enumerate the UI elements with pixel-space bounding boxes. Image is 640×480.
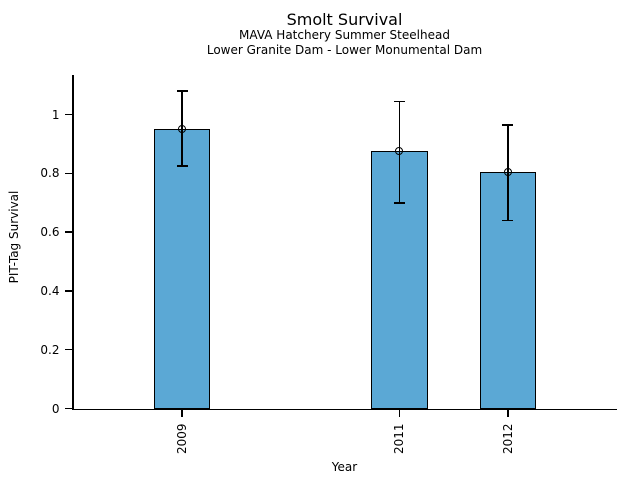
error-cap-top	[393, 100, 405, 103]
chart-subtitle-line1: MAVA Hatchery Summer Steelhead	[239, 28, 450, 42]
y-tick	[65, 407, 72, 410]
point-marker	[503, 167, 512, 176]
y-tick	[65, 113, 72, 116]
x-axis-label: Year	[331, 460, 358, 474]
error-cap-bottom	[176, 165, 188, 167]
y-axis-line	[72, 75, 74, 410]
y-tick	[65, 348, 72, 351]
y-tick	[65, 290, 72, 292]
chart-subtitle-line2: Lower Granite Dam - Lower Monumental Dam	[206, 43, 483, 57]
x-tick-label: 2009	[175, 423, 190, 454]
error-cap-bottom	[502, 219, 514, 222]
x-axis-line	[72, 408, 617, 410]
y-tick-label: 1	[51, 107, 60, 122]
bar-2009	[153, 129, 211, 410]
y-tick	[65, 172, 72, 175]
error-cap-bottom	[393, 202, 405, 204]
point-marker	[395, 147, 404, 156]
x-tick	[507, 410, 509, 417]
y-tick-label: 0.4	[40, 283, 60, 298]
error-cap-top	[502, 124, 514, 126]
x-tick	[181, 410, 183, 417]
error-cap-top	[176, 90, 188, 92]
y-tick-label: 0.8	[40, 166, 60, 181]
x-tick-label: 2011	[392, 423, 407, 454]
point-marker	[178, 125, 187, 134]
y-tick-label: 0	[51, 401, 60, 416]
x-tick-label: 2012	[500, 423, 515, 454]
chart-title: Smolt Survival	[286, 10, 403, 29]
x-tick	[398, 410, 401, 417]
y-tick-label: 0.2	[40, 342, 60, 357]
y-tick-label: 0.6	[40, 225, 60, 240]
y-tick	[65, 231, 72, 233]
